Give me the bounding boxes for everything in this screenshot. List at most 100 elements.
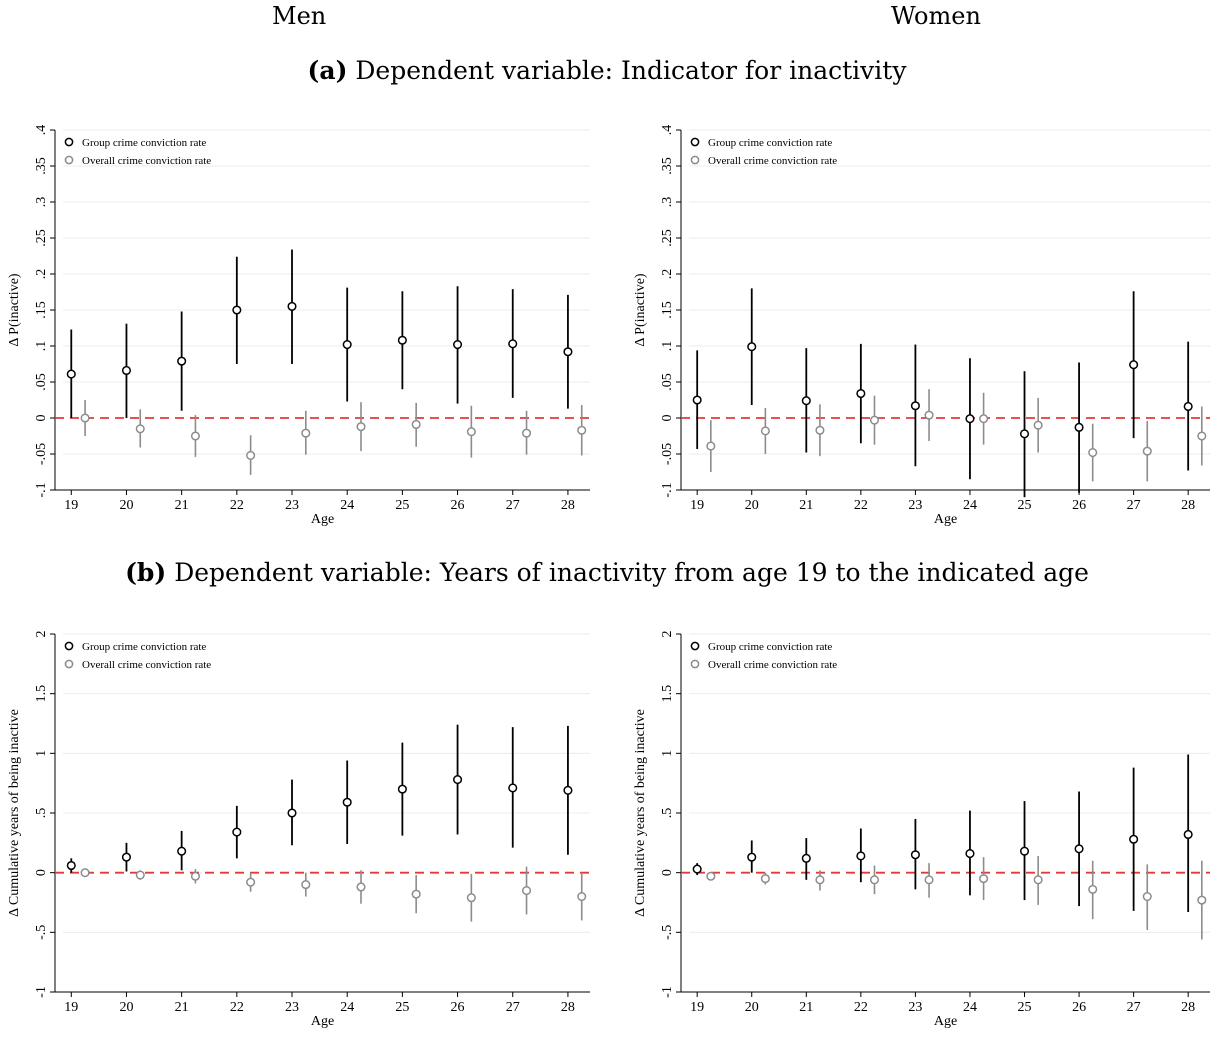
overall-rate-point [356, 422, 366, 432]
panel-a-letter: (a) [307, 56, 348, 85]
x-tick-label: 21 [799, 1000, 813, 1015]
x-tick-label: 23 [908, 1000, 922, 1015]
group-rate-point [508, 339, 518, 349]
overall-rate-point [577, 425, 587, 435]
legend-marker [64, 659, 74, 669]
y-tick-label: -.05 [660, 443, 675, 465]
overall-rate-point [1033, 875, 1043, 885]
x-tick-label: 27 [1127, 498, 1141, 513]
legend-marker [690, 137, 700, 147]
legend-label: Group crime conviction rate [708, 641, 832, 653]
group-rate-point [910, 850, 920, 860]
legend-label: Overall crime conviction rate [82, 659, 211, 671]
group-rate-point [563, 785, 573, 795]
group-rate-point [965, 414, 975, 424]
group-rate-point [910, 401, 920, 411]
group-rate-point [747, 342, 757, 352]
legend-label: Group crime conviction rate [82, 137, 206, 149]
y-tick-label: -1 [660, 986, 675, 998]
x-tick-label: 26 [451, 498, 465, 513]
x-tick-label: 28 [561, 498, 575, 513]
overall-rate-point [301, 428, 311, 438]
overall-rate-point [190, 871, 200, 881]
y-axis-title: Δ P(inactive) [633, 273, 648, 346]
y-tick-label: .2 [34, 269, 49, 280]
x-tick-label: 20 [745, 498, 759, 513]
y-tick-label: 0 [660, 415, 675, 422]
group-rate-point [342, 340, 352, 350]
y-tick-label: .3 [660, 197, 675, 208]
y-axis-title: Δ P(inactive) [7, 273, 22, 346]
group-rate-point [1019, 429, 1030, 439]
y-tick-label: 2 [660, 631, 675, 638]
overall-rate-point [1142, 891, 1152, 902]
overall-rate-point [760, 874, 770, 884]
x-tick-label: 21 [175, 498, 189, 513]
panel-a-title: (a) Dependent variable: Indicator for in… [0, 56, 1214, 85]
overall-rate-point [190, 431, 200, 441]
overall-rate-point [869, 875, 880, 885]
group-rate-point [232, 305, 242, 315]
y-tick-label: 0 [34, 415, 49, 422]
overall-rate-point [1197, 895, 1207, 905]
x-tick-label: 22 [854, 1000, 868, 1015]
overall-rate-point [706, 871, 716, 881]
overall-rate-point [466, 893, 476, 903]
group-rate-point [508, 783, 518, 793]
y-tick-label: .4 [34, 125, 49, 136]
overall-rate-point [466, 427, 476, 437]
overall-rate-point [80, 868, 90, 878]
x-tick-label: 22 [230, 1000, 244, 1015]
overall-rate-point [1197, 431, 1207, 441]
y-tick-label: .35 [660, 157, 675, 175]
y-tick-label: .15 [34, 301, 49, 319]
overall-rate-point [80, 413, 90, 423]
y-tick-label: 0 [34, 869, 49, 876]
x-tick-label: 27 [506, 1000, 520, 1015]
legend-label: Group crime conviction rate [82, 641, 206, 653]
x-tick-label: 19 [64, 498, 78, 513]
y-tick-label: 1 [34, 750, 49, 757]
group-rate-point [801, 396, 811, 406]
group-rate-point [856, 388, 866, 399]
y-tick-label: .3 [34, 197, 49, 208]
group-rate-point [397, 784, 407, 794]
x-tick-label: 25 [395, 1000, 409, 1015]
overall-rate-point [815, 425, 825, 435]
group-rate-point [1074, 422, 1084, 432]
overall-rate-point [135, 424, 145, 434]
overall-rate-point [411, 419, 421, 430]
y-axis-title: Δ Cumulative years of being inactive [633, 709, 648, 917]
x-tick-label: 20 [119, 498, 133, 513]
x-tick-label: 20 [119, 1000, 133, 1015]
x-tick-label: 22 [230, 498, 244, 513]
x-tick-label: 24 [963, 1000, 977, 1015]
x-tick-label: 26 [1072, 498, 1086, 513]
overall-rate-point [246, 877, 256, 887]
chart-men-inactivity: -.1 -.05 0 .05 .1 .15 .2 .25 .3 .35 .4 19 20 21 22 23 24… [7, 125, 590, 527]
overall-rate-point [979, 414, 989, 424]
overall-rate-point [411, 889, 421, 899]
y-tick-label: 1.5 [34, 685, 49, 703]
group-rate-point [232, 827, 242, 837]
group-rate-point [287, 808, 297, 818]
overall-rate-point [760, 426, 770, 436]
legend-label: Overall crime conviction rate [708, 659, 837, 671]
legend-label: Group crime conviction rate [708, 137, 832, 149]
x-tick-label: 19 [690, 498, 704, 513]
overall-rate-point [521, 428, 532, 438]
overall-rate-point [979, 874, 989, 884]
legend-label: Overall crime conviction rate [82, 155, 211, 167]
legend-marker [690, 155, 700, 165]
overall-rate-point [869, 415, 880, 425]
chart-men-cumulative: -1 -.5 0 .5 1 1.5 2 19 20 21 22 23 24 25 26 27 28 Age Δ Cu… [7, 631, 590, 1029]
x-tick-label: 27 [1127, 1000, 1141, 1015]
x-tick-label: 22 [854, 498, 868, 513]
y-tick-label: .15 [660, 301, 675, 319]
overall-rate-point [1033, 420, 1043, 430]
overall-rate-point [577, 891, 587, 902]
group-rate-point [66, 369, 76, 379]
y-tick-label: 2 [34, 631, 49, 638]
group-rate-point [965, 849, 975, 859]
column-title-women: Women [891, 2, 981, 30]
